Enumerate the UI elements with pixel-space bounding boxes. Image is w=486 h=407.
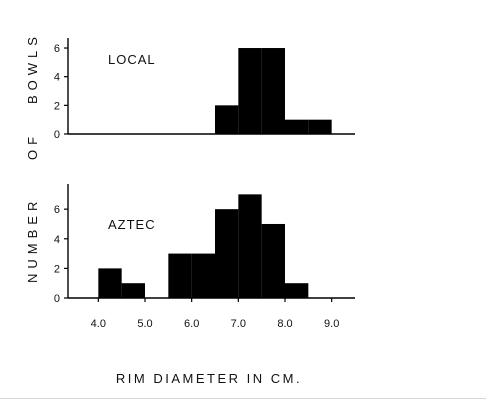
bottom-divider [0, 398, 486, 399]
aztec-bar-5 [238, 194, 262, 298]
local-y-tick-label-0: 0 [54, 129, 60, 141]
local-annotation: LOCAL [108, 52, 156, 67]
aztec-panel: AZTEC 0 2 4 6 4.0 5.0 6.0 7.0 8.0 9.0 [54, 184, 355, 330]
aztec-x-tick-label-5: 9.0 [324, 318, 339, 330]
local-bar-0 [215, 105, 239, 134]
local-bar-3 [285, 119, 309, 134]
y-axis-label-of: OF [25, 132, 40, 160]
aztec-bar-6 [261, 223, 285, 298]
x-axis-label: RIM DIAMETER IN CM. [116, 371, 302, 386]
aztec-bar-4 [215, 209, 239, 298]
aztec-y-tick-label-2: 4 [54, 234, 60, 246]
aztec-y-tick-label-1: 2 [54, 263, 60, 275]
local-bar-4 [308, 119, 332, 134]
aztec-y-tick-label-3: 6 [54, 204, 60, 216]
local-panel: LOCAL 0 2 4 6 [54, 38, 355, 141]
y-axis-label-bowls: BOWLS [25, 32, 40, 104]
aztec-x-tick-label-2: 6.0 [184, 318, 199, 330]
local-y-tick-label-1: 2 [54, 100, 60, 112]
local-bar-1 [238, 48, 262, 135]
local-y-tick-label-2: 4 [54, 72, 60, 84]
aztec-x-tick-label-4: 8.0 [277, 318, 292, 330]
aztec-bar-2 [168, 253, 192, 298]
local-y-tick-label-3: 6 [54, 43, 60, 55]
aztec-bar-1 [121, 283, 145, 298]
aztec-x-tick-label-0: 4.0 [91, 318, 106, 330]
aztec-x-tick-label-1: 5.0 [137, 318, 152, 330]
aztec-y-tick-label-0: 0 [54, 293, 60, 305]
aztec-bar-7 [285, 283, 309, 298]
y-axis-label: NUMBER OF BOWLS [25, 32, 40, 283]
y-axis-label-number: NUMBER [25, 197, 40, 283]
local-bar-2 [261, 48, 285, 135]
aztec-bar-3 [191, 253, 215, 298]
aztec-bar-0 [98, 268, 122, 298]
aztec-annotation: AZTEC [108, 217, 156, 232]
aztec-x-tick-label-3: 7.0 [231, 318, 246, 330]
